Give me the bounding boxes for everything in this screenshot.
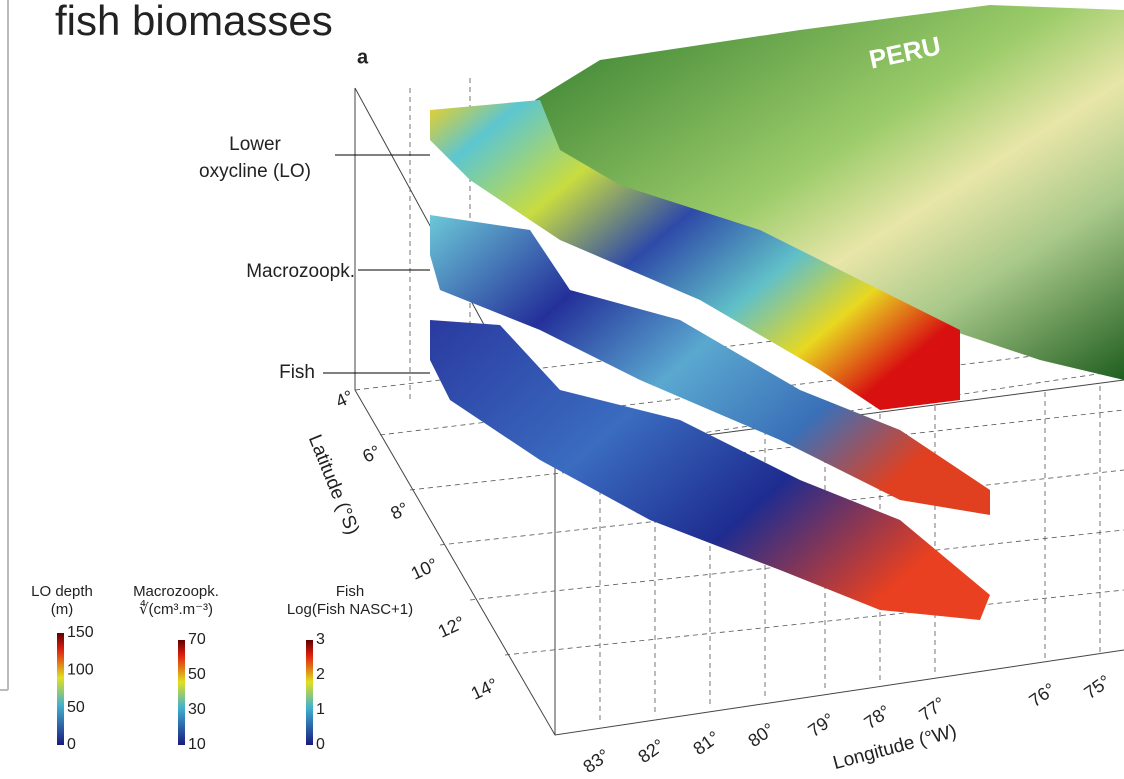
lon-tick-label: 82°: [634, 735, 668, 767]
colorbar-tick-label: 0: [316, 736, 325, 753]
colorbar-title: ∜(cm³.m⁻³): [139, 600, 213, 618]
slide: fish biomasses a PERU Lower oxycline (LO…: [0, 0, 1124, 779]
colorbar-tick-label: 3: [316, 631, 325, 648]
axis-label: Longitude (°W): [831, 721, 959, 774]
colorbar-tick-label: 10: [188, 736, 206, 753]
lon-tick-label: 78°: [860, 701, 894, 733]
colorbar-title: (m): [51, 601, 74, 618]
colorbars: LO depth(m)150100500Macrozoopk.∜(cm³.m⁻³…: [31, 583, 413, 753]
layer-label: Lower: [229, 134, 281, 155]
title: fish biomasses: [55, 0, 333, 44]
lon-tick-label: 75°: [1080, 671, 1114, 703]
colorbar-tick-label: 70: [188, 631, 206, 648]
lon-tick-label: 80°: [744, 719, 778, 751]
colorbar-title: Macrozoopk.: [133, 583, 219, 600]
colorbar-tick-label: 2: [316, 666, 325, 683]
lat-tick-label: 6°: [359, 441, 383, 466]
colorbar-tick-label: 100: [67, 662, 94, 679]
lon-tick-label: 79°: [804, 709, 838, 741]
lon-tick-label: 83°: [579, 745, 613, 777]
lat-tick-label: 14°: [468, 674, 501, 704]
lat-tick-label: 4°: [332, 386, 356, 411]
lat-tick-label: 12°: [435, 612, 468, 642]
colorbar: [178, 640, 185, 745]
lat-tick-label: 10°: [408, 554, 441, 584]
layer-label: Macrozoopk.: [246, 261, 355, 282]
colorbar: [57, 633, 64, 745]
layer-label: oxycline (LO): [199, 161, 311, 182]
colorbar-tick-label: 0: [67, 736, 76, 753]
colorbar: [306, 640, 313, 745]
colorbar-title: Log(Fish NASC+1): [287, 601, 413, 618]
panel-label: a: [357, 46, 369, 68]
colorbar-tick-label: 50: [188, 666, 206, 683]
layer-label: Fish: [279, 362, 315, 383]
axis-label: Latitude (°S): [304, 432, 363, 538]
colorbar-tick-label: 50: [67, 699, 85, 716]
lon-tick-label: 81°: [689, 727, 723, 759]
lat-tick-label: 8°: [387, 498, 411, 523]
colorbar-title: Fish: [336, 583, 364, 600]
colorbar-tick-label: 30: [188, 701, 206, 718]
colorbar-title: LO depth: [31, 583, 93, 600]
lon-tick-label: 77°: [915, 693, 949, 725]
colorbar-tick-label: 1: [316, 701, 325, 718]
latitude-axis: 4° 6° 8° 10° 12° 14°: [332, 386, 501, 704]
lon-tick-label: 76°: [1025, 679, 1059, 711]
colorbar-tick-label: 150: [67, 624, 94, 641]
